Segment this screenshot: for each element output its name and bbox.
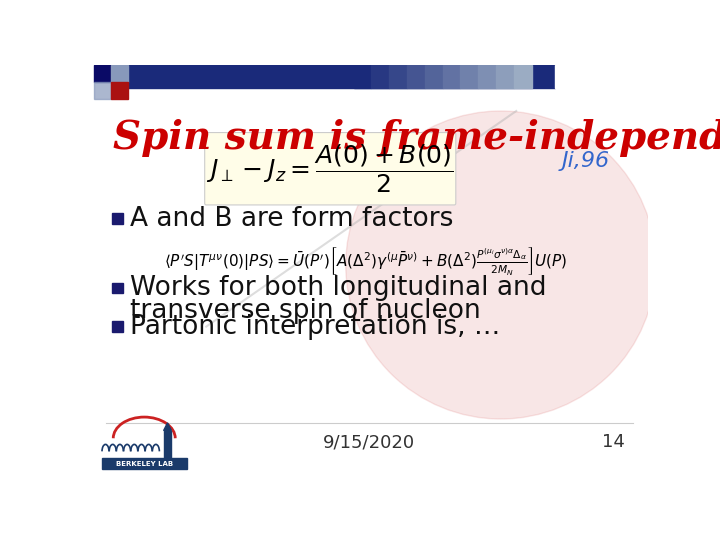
FancyBboxPatch shape (204, 132, 456, 205)
Bar (113, 65, 555, 88)
Bar (372, 65, 389, 88)
Bar (111, 82, 128, 99)
Text: Partonic interpretation is, …: Partonic interpretation is, … (130, 314, 500, 340)
Text: Ji,96: Ji,96 (562, 151, 610, 171)
Bar (354, 65, 372, 88)
Circle shape (346, 111, 656, 419)
Bar (555, 65, 648, 88)
Text: $\langle P^{\prime}S|T^{\mu\nu}(0)|PS\rangle = \bar{U}(P^{\prime})\left[A(\Delta: $\langle P^{\prime}S|T^{\mu\nu}(0)|PS\ra… (163, 245, 567, 277)
Bar (461, 65, 478, 88)
Text: $J_\perp - J_z = \dfrac{A(0)+B(0)}{2}$: $J_\perp - J_z = \dfrac{A(0)+B(0)}{2}$ (207, 143, 454, 195)
Polygon shape (163, 423, 171, 430)
Bar (112, 213, 122, 224)
Bar (407, 65, 425, 88)
Text: BERKELEY LAB: BERKELEY LAB (116, 461, 173, 467)
Text: 9/15/2020: 9/15/2020 (323, 433, 415, 451)
Bar (478, 65, 496, 88)
Text: 14: 14 (602, 433, 625, 451)
Bar (112, 321, 122, 332)
Bar (425, 65, 443, 88)
Text: A and B are form factors: A and B are form factors (130, 206, 454, 232)
Bar (94, 82, 111, 99)
Bar (112, 283, 122, 294)
Bar (514, 65, 532, 88)
Text: Spin sum is frame-independent: Spin sum is frame-independent (113, 119, 720, 157)
Bar (496, 65, 514, 88)
Bar (163, 430, 171, 461)
Bar (389, 65, 407, 88)
Bar (111, 65, 128, 82)
Text: transverse spin of nucleon: transverse spin of nucleon (130, 298, 481, 324)
Bar (94, 65, 111, 82)
Bar (443, 65, 461, 88)
Text: Works for both longitudinal and: Works for both longitudinal and (130, 275, 546, 301)
Bar (102, 457, 187, 469)
